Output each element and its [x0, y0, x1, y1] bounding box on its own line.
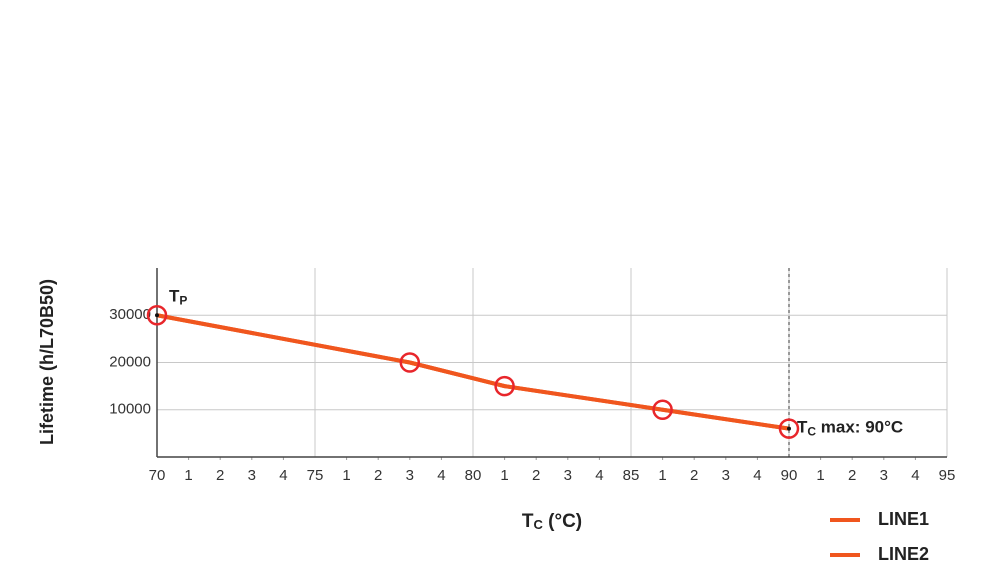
- x-tick-label: 4: [753, 467, 761, 484]
- x-label-sub: C: [533, 517, 543, 532]
- x-tick-label: 2: [848, 467, 856, 484]
- annotation: TP: [169, 287, 187, 308]
- x-tick-label: 1: [342, 467, 350, 484]
- annotation-sub: C: [807, 425, 816, 439]
- y-axis-label: Lifetime (h/L70B50): [37, 279, 57, 445]
- y-tick-label: 10000: [109, 401, 151, 418]
- annotation: TC max: 90°C: [797, 418, 903, 439]
- point-dot: [155, 313, 159, 318]
- x-tick-label: 95: [939, 467, 956, 484]
- x-label-rest: (°C): [543, 511, 582, 532]
- x-tick-label: 75: [307, 467, 324, 484]
- annotation-main: T: [169, 287, 180, 306]
- point-dot: [787, 426, 791, 431]
- x-tick-label: 3: [722, 467, 730, 484]
- x-tick-label: 1: [500, 467, 508, 484]
- annotation-sub: P: [179, 293, 187, 307]
- x-tick-label: 3: [564, 467, 572, 484]
- marker: [778, 418, 800, 439]
- x-tick-label: 2: [374, 467, 382, 484]
- x-tick-label: 1: [184, 467, 192, 484]
- x-tick-label: 1: [658, 467, 666, 484]
- x-label-main: T: [522, 511, 534, 532]
- x-tick-label: 85: [623, 467, 640, 484]
- x-tick-label: 3: [248, 467, 256, 484]
- x-tick-label: 3: [880, 467, 888, 484]
- x-tick-label: 2: [216, 467, 224, 484]
- x-tick-label: 4: [437, 467, 445, 484]
- legend-label: LINE2: [878, 544, 929, 564]
- x-tick-label: 4: [595, 467, 603, 484]
- y-tick-label: 20000: [109, 353, 151, 370]
- x-tick-label: 80: [465, 467, 482, 484]
- x-tick-label: 90: [781, 467, 798, 484]
- marker: [652, 399, 673, 420]
- x-tick-label: 1: [816, 467, 824, 484]
- annotation-rest: max: 90°C: [816, 418, 903, 437]
- x-tick-label: 3: [406, 467, 414, 484]
- x-tick-label: 70: [149, 467, 166, 484]
- marker: [399, 352, 421, 373]
- y-tick-label: 30000: [109, 306, 151, 323]
- x-axis-label: TC (°C): [522, 511, 582, 532]
- annotation-main: T: [797, 418, 808, 437]
- series-line: [156, 313, 790, 431]
- x-tick-label: 2: [532, 467, 540, 484]
- x-tick-label: 4: [279, 467, 287, 484]
- x-tick-label: 2: [690, 467, 698, 484]
- marker: [494, 375, 515, 397]
- marker: [146, 305, 168, 326]
- x-tick-label: 4: [911, 467, 919, 484]
- legend-label: LINE1: [878, 509, 929, 529]
